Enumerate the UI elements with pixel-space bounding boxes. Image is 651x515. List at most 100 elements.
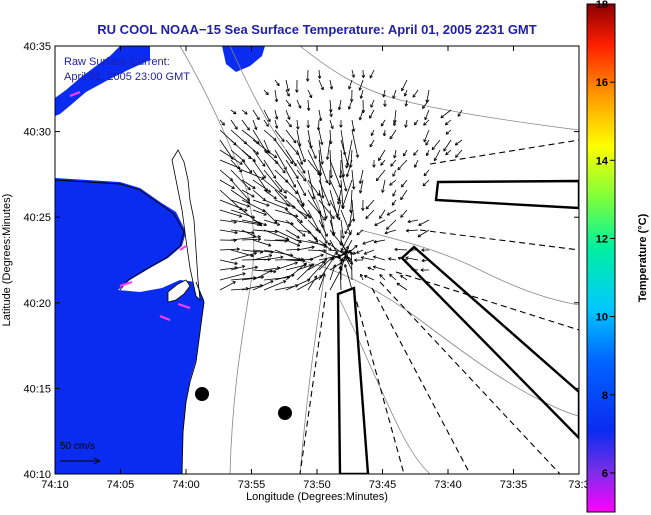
current-vector-head [394,247,398,250]
current-vector-head [270,251,274,254]
current-vector [405,257,419,261]
current-vector-head [373,255,377,257]
current-vector-head [393,155,395,159]
current-vector-head [325,258,328,262]
current-vector-head [337,106,340,110]
current-vector-head [355,245,358,249]
current-vector-head [322,218,326,221]
current-vector-head [326,215,328,219]
current-vector [307,179,320,196]
current-vector-head [246,128,250,131]
current-vector-head [392,95,394,99]
current-vector [219,209,242,218]
current-vector [405,119,408,128]
current-vector [339,266,342,291]
current-vector [274,199,296,209]
current-vector [285,159,299,179]
current-vector-head [337,201,341,205]
current-vector-head [297,126,300,130]
current-vector [219,149,243,165]
current-vector [219,139,234,160]
current-vector-head [278,190,282,193]
colorbar-tick-label: 16 [596,77,608,89]
current-vector [394,149,397,159]
current-vector-head [369,145,373,148]
x-tick-label: 74:10 [41,479,69,491]
current-vector-head [307,124,310,129]
current-vector-head [296,126,299,130]
current-vector-head [292,185,296,188]
current-vector [337,249,353,259]
current-vector-head [338,175,341,179]
current-vector [230,209,255,219]
current-vector-head [348,86,352,90]
current-vector-head [445,153,449,156]
current-vector [241,229,256,238]
current-vector [219,169,233,181]
current-vector-head [315,236,318,240]
current-vector-head [362,243,366,245]
current-vector-head [367,267,371,271]
current-vector-head [357,154,360,158]
current-vector-head [359,87,362,91]
current-vector [351,129,359,158]
current-vector-head [343,174,346,178]
current-vector-head [274,126,278,129]
current-vector-head [359,117,363,121]
current-vector [388,258,397,261]
current-vector [219,179,235,189]
current-vector-head [287,104,291,107]
current-vector-head [313,196,316,200]
current-vector-head [382,133,385,137]
current-vector-head [324,217,327,221]
current-vector [379,209,386,219]
current-vector-head [234,232,238,235]
current-vector-head [303,262,307,265]
current-vector-head [257,151,259,155]
warm-edge [69,90,191,322]
current-vector-head [414,165,418,168]
current-vector [285,99,292,107]
current-vector [230,149,246,163]
current-vector-head [454,142,457,146]
current-vector-head [273,271,277,274]
current-vector-head [258,223,262,225]
current-vector-head [247,188,251,191]
current-vector [424,109,430,120]
current-vector [285,129,297,144]
current-vector [307,258,328,271]
current-vector-head [331,113,333,117]
current-vector-head [253,158,256,162]
current-vector-head [254,252,258,256]
current-vector-head [256,224,261,226]
current-vector [274,179,287,194]
current-vector-head [251,230,255,234]
current-vector-head [346,174,350,178]
current-vector [241,109,248,115]
current-vector [423,129,430,143]
current-vector [351,169,355,190]
current-vector [351,252,353,281]
colorbar-tick-label: 12 [596,233,608,245]
current-vector [392,189,397,197]
current-vector [230,189,251,204]
current-vector-head [234,127,238,130]
current-vector [344,256,353,271]
current-vector-head [274,221,278,224]
colorbar-tick-label: 8 [602,390,608,402]
current-vector-head [283,197,287,199]
current-vector-head [373,241,377,244]
current-vector [296,169,307,182]
current-vector-head [257,235,261,237]
current-vector [369,69,375,79]
current-vector-head [310,263,314,266]
current-vector-head [309,95,312,99]
current-vector-head [373,265,377,267]
current-vector-head [286,88,289,92]
current-vector [418,219,430,226]
current-vector-head [331,217,335,220]
current-vector-head [351,186,355,190]
current-vector-head [319,75,322,79]
current-vector-head [234,266,238,268]
current-vector-head [409,248,413,251]
